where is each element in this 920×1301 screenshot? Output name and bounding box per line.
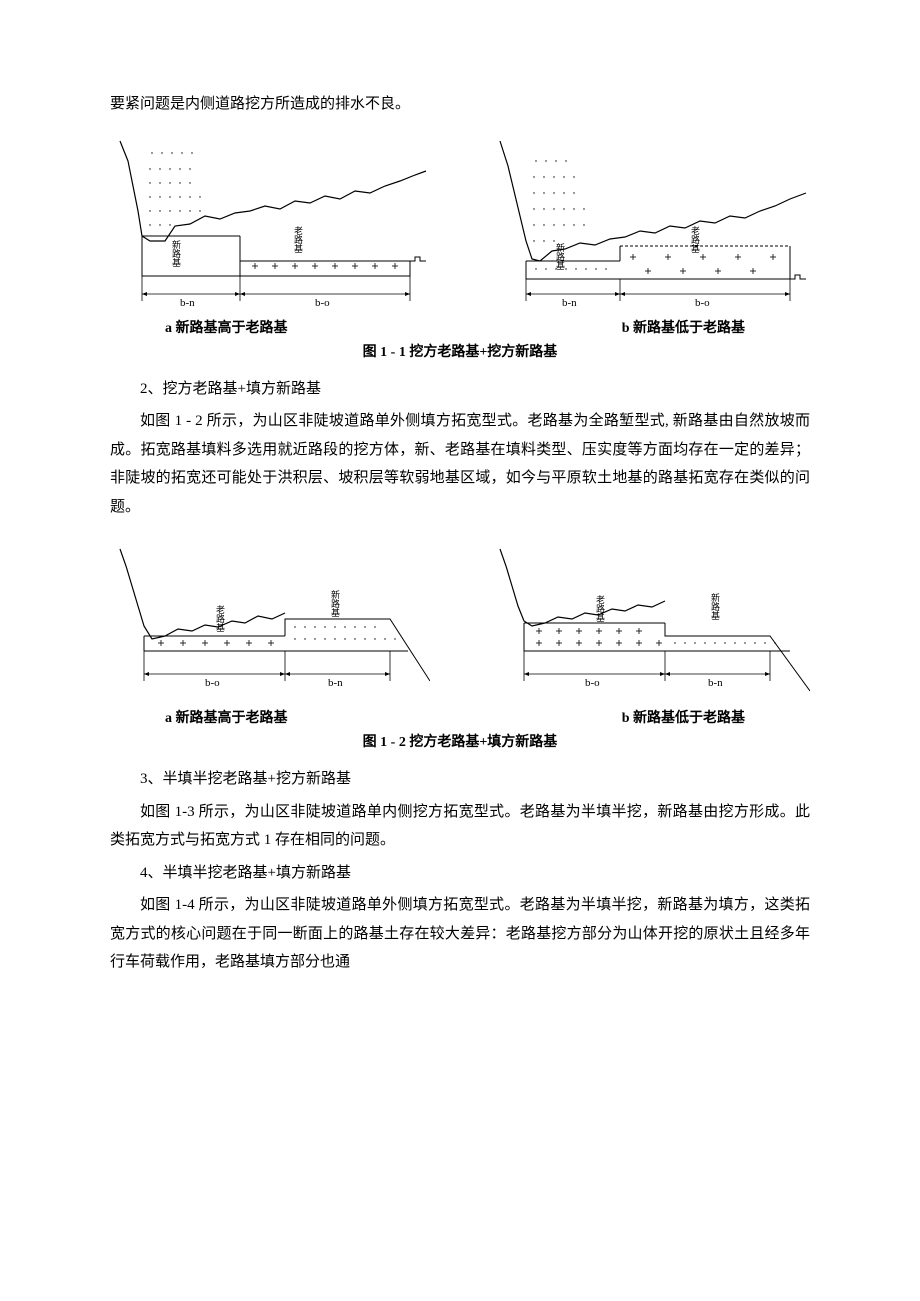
fig2a-old-label: 老路基 (215, 604, 225, 632)
fig1b-dim-left: b-n (562, 297, 577, 309)
fig2-main-caption: 图 1 - 2 挖方老路基+填方新路基 (110, 731, 810, 751)
fig1-main-caption: 图 1 - 1 挖方老路基+挖方新路基 (110, 341, 810, 361)
section2-body: 如图 1 - 2 所示，为山区非陡坡道路单外侧填方拓宽型式。老路基为全路堑型式,… (110, 407, 810, 521)
fig2a-new-label: 新路基 (330, 589, 340, 617)
fig2-subcaps: a 新路基高于老路基 b 新路基低于老路基 (110, 707, 810, 727)
section2-title: 2、挖方老路基+填方新路基 (110, 375, 810, 404)
fig1b-new-label: 新路基 (555, 241, 565, 269)
fig2-subcap-b: b 新路基低于老路基 (455, 707, 810, 727)
fig2a-dim-right: b-n (328, 677, 343, 689)
intro-paragraph: 要紧问题是内侧道路挖方所造成的排水不良。 (110, 90, 810, 119)
fig1-subcap-a: a 新路基高于老路基 (110, 317, 455, 337)
figure-1-1: 新路基 老路基 b-n b-o (110, 131, 810, 311)
fig2-panel-b: 老路基 新路基 b-o b-n (490, 541, 810, 701)
section4-body: 如图 1-4 所示，为山区非陡坡道路单外侧填方拓宽型式。老路基为半填半挖，新路基… (110, 891, 810, 977)
section3-title: 3、半填半挖老路基+挖方新路基 (110, 765, 810, 794)
fig1-panel-a: 新路基 老路基 b-n b-o (110, 131, 430, 311)
fig2b-new-label: 新路基 (710, 592, 720, 620)
fig1a-new-label: 新路基 (171, 238, 181, 266)
fig1b-old-label: 老路基 (690, 224, 700, 252)
figure-1-2: 老路基 新路基 b-o b-n (110, 541, 810, 701)
fig1a-dim-right: b-o (315, 297, 330, 309)
fig1a-dim-left: b-n (180, 297, 195, 309)
fig2-panel-a: 老路基 新路基 b-o b-n (110, 541, 430, 701)
fig1a-old-label: 老路基 (293, 224, 303, 252)
fig1-subcap-b: b 新路基低于老路基 (455, 317, 810, 337)
fig2-subcap-a: a 新路基高于老路基 (110, 707, 455, 727)
fig2a-dim-left: b-o (205, 677, 220, 689)
fig2b-dim-right: b-n (708, 677, 723, 689)
section4-title: 4、半填半挖老路基+填方新路基 (110, 859, 810, 888)
fig1-subcaps: a 新路基高于老路基 b 新路基低于老路基 (110, 317, 810, 337)
fig1-panel-b: 新路基 老路基 b-n b-o (490, 131, 810, 311)
section3-body: 如图 1-3 所示，为山区非陡坡道路单内侧挖方拓宽型式。老路基为半填半挖，新路基… (110, 798, 810, 855)
fig2b-dim-left: b-o (585, 677, 600, 689)
fig1b-dim-right: b-o (695, 297, 710, 309)
fig2b-old-label: 老路基 (595, 594, 605, 622)
